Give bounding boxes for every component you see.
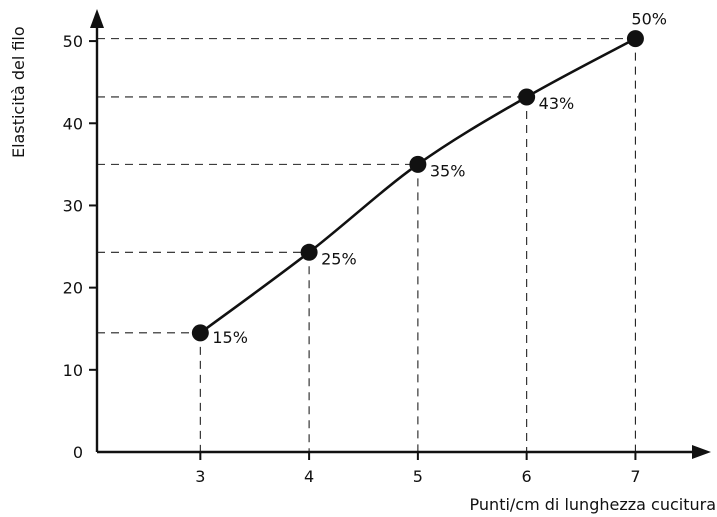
y-tick-label: 20 — [63, 279, 83, 298]
axes — [90, 9, 711, 459]
data-point — [626, 30, 644, 48]
x-tick-label: 4 — [304, 467, 314, 486]
x-tick-label: 3 — [195, 467, 205, 486]
ticks: 0 10 20 30 40 50 3 4 5 6 7 — [63, 32, 641, 486]
y-tick-label: 30 — [63, 196, 83, 215]
data-point — [518, 88, 536, 106]
data-label: 25% — [321, 249, 357, 268]
y-tick-label: 40 — [63, 114, 83, 133]
x-tick-label: 7 — [630, 467, 640, 486]
data-label: 50% — [631, 10, 667, 29]
x-tick-label: 6 — [522, 467, 532, 486]
data-point — [300, 243, 318, 261]
data-label: 35% — [430, 161, 466, 180]
y-axis-label: Elasticità del filo — [9, 26, 28, 158]
guide-lines — [97, 38, 636, 452]
y-tick-label: 50 — [63, 32, 83, 51]
x-axis-arrow — [692, 445, 711, 459]
data-label: 15% — [212, 328, 248, 347]
data-labels: 15% 25% 35% 43% 50% — [212, 10, 667, 347]
data-label: 43% — [539, 94, 575, 113]
x-tick-label: 5 — [413, 467, 423, 486]
data-points — [191, 30, 644, 342]
data-point — [409, 155, 427, 173]
y-tick-label: 0 — [73, 443, 83, 462]
data-point — [191, 324, 209, 342]
y-axis-arrow — [90, 9, 104, 28]
y-tick-label: 10 — [63, 361, 83, 380]
x-axis-label: Punti/cm di lunghezza cucitura — [470, 495, 716, 514]
